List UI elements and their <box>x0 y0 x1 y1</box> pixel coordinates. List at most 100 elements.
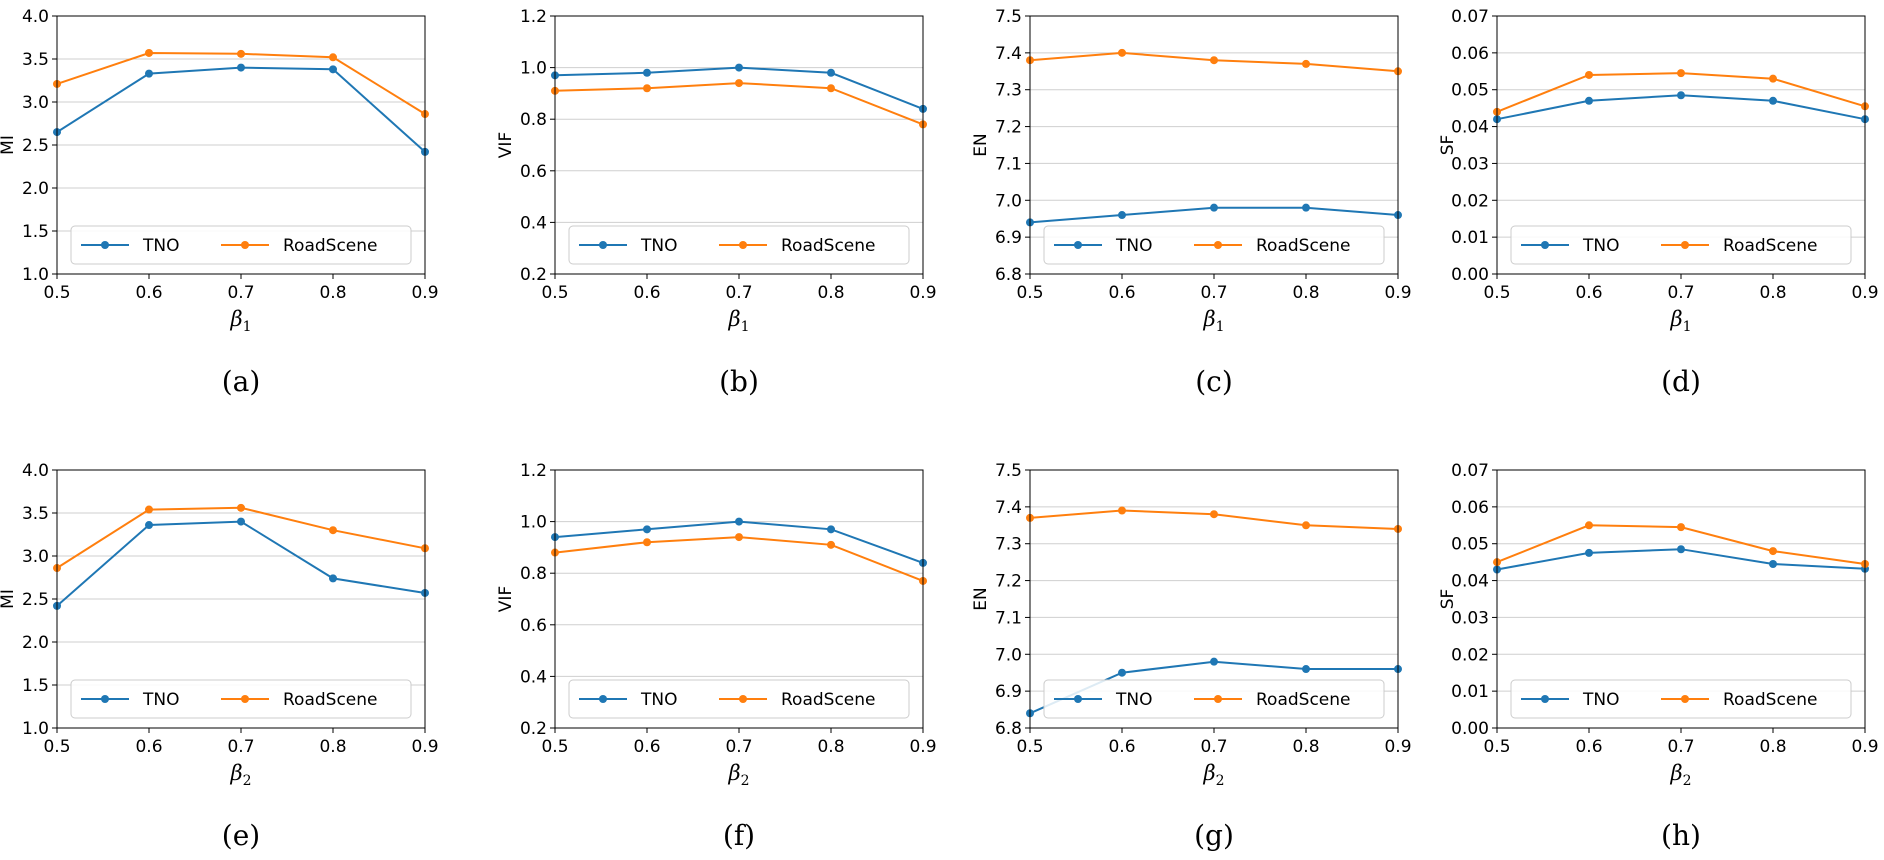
plot-frame <box>56 15 426 275</box>
x-tick-label: 0.7 <box>1667 283 1694 303</box>
data-point-tno <box>1677 545 1685 554</box>
chart-panel-2: 0.2 0.4 0.6 0.8 1.0 1.2 0.5 0.6 0.7 0.8 0.9 TNO Road… <box>496 7 937 398</box>
x-axis-label: β1 <box>1202 307 1224 335</box>
plot-frame <box>1029 469 1399 729</box>
x-tick-label: 0.6 <box>1575 283 1602 303</box>
data-point-roadscene <box>237 49 245 58</box>
panel-caption: (g) <box>1194 819 1234 852</box>
x-tick-label: 0.7 <box>1200 283 1227 303</box>
y-tick-label: 6.8 <box>995 265 1022 285</box>
x-tick-label: 0.8 <box>319 283 346 303</box>
y-tick-label: 0.04 <box>1451 572 1489 592</box>
y-tick-label: 0.6 <box>520 616 547 636</box>
legend-label-roadscene: RoadScene <box>1256 690 1351 710</box>
legend-label-tno: TNO <box>1582 236 1619 256</box>
series-line-tno <box>554 520 924 564</box>
legend-label-roadscene: RoadScene <box>781 690 876 710</box>
y-tick-label: 0.2 <box>520 719 547 739</box>
data-point-tno <box>329 574 337 583</box>
legend-marker <box>241 241 249 249</box>
data-point-roadscene <box>643 84 651 93</box>
y-tick-label: 7.3 <box>995 535 1022 555</box>
y-tick-label: 0.6 <box>520 162 547 182</box>
x-axis-label: β2 <box>229 761 251 789</box>
data-point-tno <box>1302 665 1310 674</box>
y-axis-label: EN <box>971 587 991 610</box>
x-axis-label: β1 <box>229 307 251 335</box>
x-tick-label: 0.6 <box>633 737 660 757</box>
y-tick-label: 4.0 <box>22 7 49 27</box>
data-point-roadscene <box>1585 521 1593 530</box>
x-tick-label: 0.7 <box>227 283 254 303</box>
x-tick-label: 0.7 <box>725 283 752 303</box>
x-tick-label: 0.8 <box>1759 737 1786 757</box>
x-tick-label: 0.9 <box>411 737 438 757</box>
data-point-roadscene <box>1302 59 1310 68</box>
y-tick-label: 0.07 <box>1451 7 1489 27</box>
legend-marker <box>1214 695 1222 703</box>
x-tick-label: 0.7 <box>725 737 752 757</box>
y-tick-label: 1.0 <box>520 513 547 533</box>
x-tick-label: 0.7 <box>1200 737 1227 757</box>
data-point-tno <box>827 525 835 534</box>
x-tick-label: 0.9 <box>411 283 438 303</box>
legend-label-tno: TNO <box>640 236 677 256</box>
data-point-roadscene <box>1769 74 1777 83</box>
x-tick-label: 0.9 <box>1851 283 1878 303</box>
chart-panel-8: 0.00 0.01 0.02 0.03 0.04 0.05 0.06 0.07 0.5 0.6 0.… <box>1438 461 1879 852</box>
y-tick-label: 0.2 <box>520 265 547 285</box>
y-tick-label: 0.01 <box>1451 682 1489 702</box>
legend-label-tno: TNO <box>1582 690 1619 710</box>
legend-label-tno: TNO <box>1115 236 1152 256</box>
legend-label-roadscene: RoadScene <box>283 690 378 710</box>
data-point-tno <box>827 68 835 77</box>
y-tick-label: 0.00 <box>1451 265 1489 285</box>
legend-marker <box>101 241 109 249</box>
series-line-roadscene <box>554 82 924 126</box>
data-point-tno <box>1769 559 1777 568</box>
data-point-tno <box>1585 96 1593 105</box>
y-tick-label: 6.9 <box>995 228 1022 248</box>
panel-caption: (c) <box>1195 365 1233 398</box>
panel-caption: (b) <box>719 365 759 398</box>
plot-frame <box>554 15 924 275</box>
legend-label-roadscene: RoadScene <box>1256 236 1351 256</box>
x-tick-label: 0.7 <box>227 737 254 757</box>
y-tick-label: 2.5 <box>22 590 49 610</box>
y-tick-label: 0.04 <box>1451 118 1489 138</box>
x-tick-label: 0.9 <box>1384 737 1411 757</box>
data-point-roadscene <box>329 53 337 62</box>
y-tick-label: 4.0 <box>22 461 49 481</box>
data-point-roadscene <box>1118 506 1126 515</box>
legend-label-roadscene: RoadScene <box>283 236 378 256</box>
legend-label-tno: TNO <box>640 690 677 710</box>
y-tick-label: 1.2 <box>520 7 547 27</box>
y-axis-label: MI <box>0 135 18 155</box>
data-point-roadscene <box>145 505 153 514</box>
x-axis-label: β2 <box>727 761 749 789</box>
chart-panel-7: 6.8 6.9 7.0 7.1 7.2 7.3 7.4 7.5 0.5 0.6 0.7 0.8 0.9 T… <box>971 461 1412 852</box>
y-tick-label: 7.0 <box>995 645 1022 665</box>
y-tick-label: 3.5 <box>22 50 49 70</box>
legend-marker <box>599 695 607 703</box>
data-point-tno <box>145 69 153 78</box>
panel-caption: (a) <box>222 365 261 398</box>
legend: TNO RoadScene <box>70 679 412 719</box>
y-tick-label: 7.5 <box>995 461 1022 481</box>
y-tick-label: 1.0 <box>22 719 49 739</box>
x-tick-label: 0.5 <box>541 737 568 757</box>
chart-panel-5: 1.0 1.5 2.0 2.5 3.0 3.5 4.0 0.5 0.6 0.7 0.8 0.9 TNO R… <box>0 461 439 852</box>
legend-marker <box>739 695 747 703</box>
series-line-roadscene <box>56 51 426 115</box>
plot-frame <box>56 469 426 729</box>
x-tick-label: 0.8 <box>817 737 844 757</box>
x-tick-label: 0.6 <box>1575 737 1602 757</box>
y-axis-label: VIF <box>496 586 516 612</box>
x-tick-label: 0.9 <box>1851 737 1878 757</box>
y-tick-label: 3.0 <box>22 93 49 113</box>
x-tick-label: 0.8 <box>1759 283 1786 303</box>
y-tick-label: 0.01 <box>1451 228 1489 248</box>
legend: TNO RoadScene <box>1043 225 1385 265</box>
x-tick-label: 0.5 <box>43 737 70 757</box>
legend-marker <box>1074 241 1082 249</box>
